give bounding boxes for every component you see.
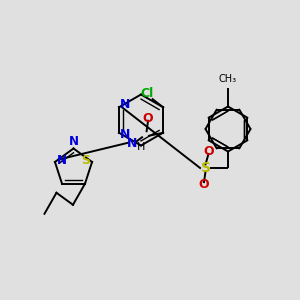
- Text: Cl: Cl: [140, 87, 153, 100]
- Text: N: N: [120, 128, 131, 141]
- Text: O: O: [143, 112, 153, 125]
- Text: N: N: [120, 98, 131, 111]
- Text: CH₃: CH₃: [219, 74, 237, 84]
- Text: N: N: [127, 137, 138, 150]
- Text: S: S: [200, 161, 211, 175]
- Text: S: S: [81, 154, 90, 167]
- Text: H: H: [137, 142, 145, 152]
- Text: N: N: [68, 135, 79, 148]
- Text: O: O: [203, 145, 214, 158]
- Text: N: N: [57, 154, 67, 167]
- Text: O: O: [199, 178, 209, 191]
